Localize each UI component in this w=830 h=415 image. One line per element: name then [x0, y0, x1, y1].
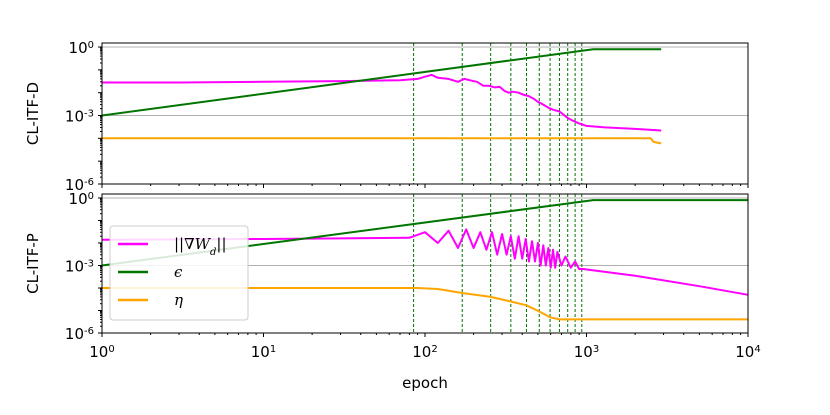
- legend: ||∇Wd|| ϵη: [109, 225, 249, 321]
- series-line: [101, 228, 749, 296]
- legend-label: ||∇Wd||: [174, 235, 227, 258]
- y-tick-label: 10-6: [65, 176, 94, 194]
- legend-box: [109, 225, 249, 321]
- y-tick-label: 10-3: [65, 257, 94, 275]
- x-tick-label: 102: [412, 343, 437, 361]
- x-tick-label: 100: [89, 343, 114, 361]
- y-tick-label: 100: [69, 190, 94, 208]
- legend-label: η: [174, 291, 183, 309]
- series-line: [102, 287, 748, 321]
- y-axis-label: CL-ITF-P: [24, 233, 42, 294]
- panel-top: 100 10-3 10-6 CL-ITF-D: [24, 39, 749, 194]
- series-line: [101, 48, 662, 117]
- x-tick-label: 103: [574, 343, 599, 361]
- x-tick-label: 104: [735, 343, 760, 361]
- y-axis-label: CL-ITF-D: [24, 82, 42, 145]
- x-axis-label: epoch: [402, 374, 448, 392]
- legend-label: ϵ: [174, 263, 183, 281]
- series-line: [101, 199, 748, 267]
- x-tick-label: 101: [251, 343, 276, 361]
- y-tick-label: 10-6: [65, 325, 94, 343]
- series-line: [102, 73, 662, 132]
- y-tick-label: 100: [69, 39, 94, 57]
- series-line: [102, 137, 662, 145]
- y-tick-label: 10-3: [65, 108, 94, 126]
- axes-frame: [101, 42, 749, 185]
